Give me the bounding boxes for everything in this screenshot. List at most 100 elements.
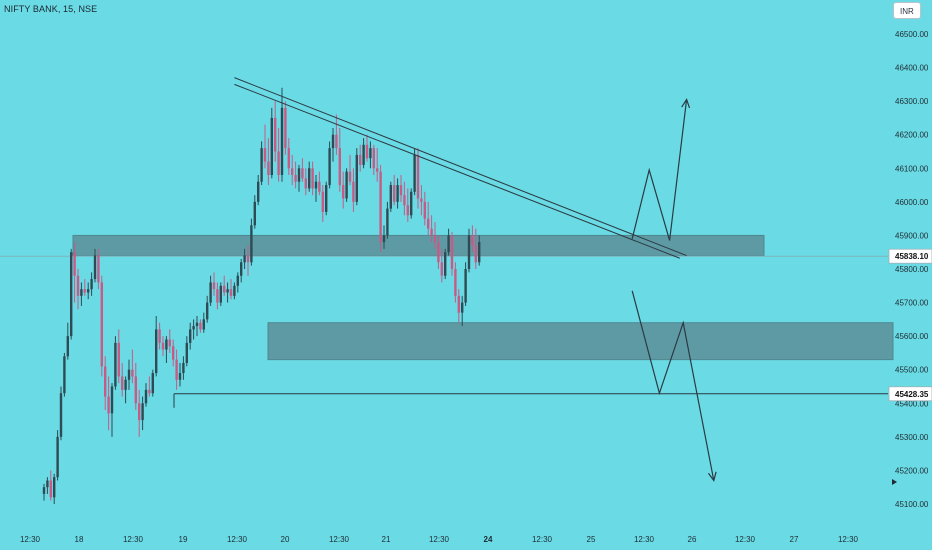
y-axis[interactable]: 46500.00 46400.00 46300.00 46200.00 46100.00… [888, 30, 932, 509]
candle [403, 181, 406, 216]
candle-body [121, 376, 124, 390]
candle-body [246, 255, 250, 263]
candle-body [325, 185, 328, 212]
candle [148, 376, 151, 397]
candle [121, 363, 124, 397]
candle-body [328, 148, 331, 186]
candle [464, 262, 467, 306]
x-time-label: 12:30 [123, 535, 144, 544]
candle-body [229, 289, 233, 296]
candle [127, 359, 131, 390]
candle-body [168, 339, 171, 347]
candle-body [314, 181, 318, 189]
currency-button[interactable]: INR [893, 2, 921, 19]
candle [338, 128, 341, 192]
zone-rect [267, 322, 894, 361]
candle-body [403, 195, 406, 206]
candle [49, 470, 52, 501]
candle-body [335, 134, 338, 149]
candle-body [433, 235, 437, 243]
candle-body [437, 242, 440, 263]
candle [178, 363, 182, 387]
candle [100, 275, 103, 377]
price-label-text: 45838.10 [895, 252, 929, 261]
x-axis[interactable]: 12:30 18 12:30 19 12:30 20 12:30 21 12:30 24 12:30… [20, 535, 859, 544]
candle-body [389, 185, 392, 209]
candle-body [467, 235, 471, 269]
trendline [234, 77, 687, 257]
candle-body [195, 322, 199, 327]
candle-body [209, 282, 212, 303]
candle [199, 319, 202, 333]
candle-body [131, 369, 134, 377]
candle-body [49, 480, 52, 498]
candle-body [454, 269, 457, 296]
x-day-label: 24 [484, 535, 493, 544]
candle [416, 148, 420, 209]
candle-body [53, 477, 56, 498]
candle [311, 161, 314, 196]
candle [131, 349, 134, 384]
candle [53, 473, 56, 504]
candle-body [134, 376, 137, 404]
candle [461, 295, 464, 327]
candle [189, 322, 192, 350]
candle [66, 322, 69, 360]
candle [219, 282, 222, 306]
candle [369, 141, 372, 169]
candle [457, 289, 460, 323]
y-tick-label: 46500.00 [895, 30, 929, 39]
y-tick-label: 45100.00 [895, 500, 929, 509]
candle-body [212, 282, 216, 290]
candle [114, 336, 117, 390]
candle [420, 185, 423, 216]
candle-body [406, 205, 409, 216]
candle-body [263, 148, 267, 162]
candle [430, 215, 433, 243]
candle [144, 383, 148, 407]
candle-body [66, 336, 69, 357]
candle-body [294, 175, 297, 182]
candle-body [318, 181, 321, 192]
candle-body [189, 329, 192, 343]
candle [97, 248, 100, 290]
candle [342, 171, 345, 209]
candle-body [382, 235, 386, 243]
x-time-label: 12:30 [735, 535, 756, 544]
candle [202, 312, 205, 333]
x-time-label: 12:30 [838, 535, 859, 544]
candle [301, 158, 304, 182]
candle [433, 222, 437, 249]
candle [161, 336, 165, 357]
candle [267, 138, 270, 186]
candles-layer [42, 87, 481, 504]
price-label-box [888, 248, 932, 264]
candle [46, 477, 49, 494]
candle [352, 168, 355, 212]
candle [304, 168, 307, 196]
candle [471, 225, 474, 253]
drawings-layer [234, 77, 717, 482]
candle [182, 356, 185, 380]
projection-down-path-arrowhead [707, 471, 717, 482]
candle [73, 242, 76, 303]
candle-body [393, 185, 396, 202]
candle [427, 201, 430, 236]
candle [246, 245, 250, 276]
candle-body [355, 154, 358, 202]
candle [335, 114, 338, 155]
candle-body [59, 393, 63, 437]
candle [359, 144, 362, 172]
candle-body [376, 168, 379, 172]
candle-body [165, 339, 168, 350]
candle [223, 275, 226, 296]
candle-body [141, 403, 144, 421]
candle-body [413, 154, 416, 192]
candle-body [457, 295, 460, 313]
candle [348, 154, 352, 186]
candle [382, 225, 386, 249]
candle-body [172, 346, 175, 360]
candle-body [447, 235, 450, 253]
